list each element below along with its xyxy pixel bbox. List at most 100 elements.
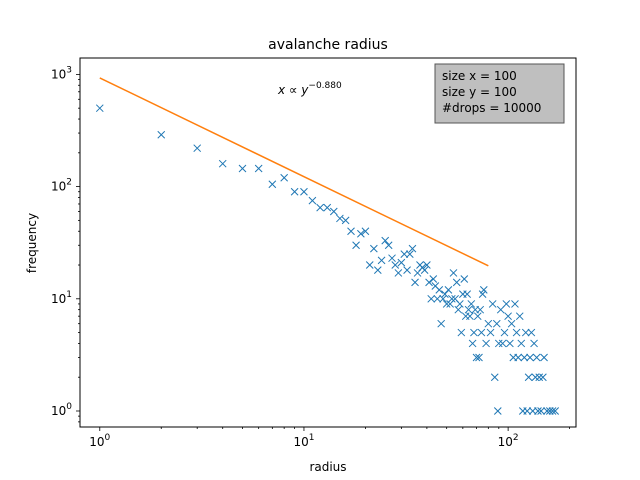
data-point	[454, 305, 463, 314]
data-point	[472, 353, 481, 362]
info-box: size x = 100 size y = 100 #drops = 10000	[434, 63, 565, 124]
marker-stroke	[537, 407, 545, 415]
y-tick-exponent: 3	[66, 65, 72, 75]
x-tick-base: 10	[89, 435, 104, 449]
data-point	[543, 407, 551, 415]
data-point	[517, 339, 526, 348]
marker-stroke	[460, 275, 469, 283]
marker-stroke	[468, 339, 477, 348]
data-point	[323, 203, 332, 212]
data-point	[157, 130, 166, 139]
marker-stroke	[535, 373, 544, 382]
y-tick-exponent: 1	[66, 290, 72, 300]
x-tick-exponent: 0	[105, 433, 111, 443]
marker-stroke	[473, 312, 482, 321]
marker-stroke	[464, 305, 473, 314]
marker-stroke	[543, 407, 551, 415]
data-point	[394, 269, 403, 277]
marker-stroke	[452, 278, 461, 287]
marker-stroke	[534, 407, 542, 415]
marker-stroke	[405, 250, 414, 258]
fit-line-group	[99, 77, 489, 267]
data-point	[470, 328, 478, 337]
marker-stroke	[507, 319, 516, 328]
data-point	[361, 227, 370, 236]
x-tick-base: 10	[498, 435, 513, 449]
data-point	[527, 328, 536, 337]
data-point	[388, 254, 396, 263]
data-point	[437, 319, 446, 328]
marker-stroke	[427, 294, 436, 303]
marker-stroke	[308, 196, 317, 205]
marker-stroke	[548, 407, 557, 415]
data-point	[370, 244, 378, 253]
marker-stroke	[463, 290, 472, 299]
x-tick-exponent: 1	[309, 433, 315, 443]
data-point	[535, 373, 544, 382]
marker-stroke	[365, 261, 374, 269]
marker-stroke	[526, 353, 534, 362]
marker-stroke	[391, 261, 400, 269]
marker-stroke	[347, 227, 355, 236]
marker-stroke	[381, 236, 390, 245]
marker-stroke	[523, 407, 532, 415]
marker-stroke	[431, 282, 440, 290]
marker-stroke	[397, 258, 406, 267]
marker-stroke	[357, 229, 365, 238]
data-point	[411, 278, 419, 287]
data-point	[523, 407, 532, 415]
marker-stroke	[493, 407, 502, 415]
x-tick-exponent: 2	[513, 433, 519, 443]
marker-stroke	[539, 373, 547, 382]
marker-stroke	[400, 250, 409, 258]
marker-stroke	[475, 353, 483, 362]
marker-stroke	[520, 353, 529, 362]
marker-stroke	[280, 173, 289, 182]
marker-stroke	[490, 373, 499, 382]
marker-stroke	[403, 266, 411, 275]
data-point	[534, 407, 542, 415]
marker-stroke	[420, 266, 429, 275]
data-point	[423, 261, 431, 269]
y-tick-base: 10	[51, 404, 66, 418]
marker-stroke	[451, 294, 459, 303]
y-tick-exponent: 0	[66, 402, 72, 412]
data-point	[502, 300, 511, 308]
data-point	[484, 319, 493, 328]
marker-stroke	[429, 275, 438, 283]
marker-stroke	[476, 305, 485, 314]
y-tick-base: 10	[51, 292, 66, 306]
data-point	[365, 261, 374, 269]
y-tick-base: 10	[51, 180, 66, 194]
data-point	[512, 328, 521, 337]
data-point	[494, 339, 503, 348]
marker-stroke	[506, 339, 514, 348]
marker-stroke	[394, 269, 403, 277]
marker-stroke	[268, 180, 277, 189]
marker-stroke	[449, 269, 458, 277]
marker-stroke	[425, 278, 433, 287]
data-point	[498, 339, 507, 348]
marker-stroke	[498, 339, 507, 348]
x-tick-label: 100	[89, 433, 110, 449]
marker-stroke	[254, 164, 263, 173]
data-point	[457, 328, 466, 337]
y-tick-label: 100	[51, 402, 72, 418]
fit-annotation-exponent: −0.880	[308, 81, 342, 91]
data-point	[352, 241, 360, 250]
data-point	[341, 216, 350, 225]
marker-stroke	[502, 300, 511, 308]
data-point	[449, 269, 458, 277]
marker-stroke	[323, 203, 332, 212]
data-point	[427, 294, 436, 303]
marker-stroke	[437, 319, 446, 328]
data-point	[500, 328, 509, 337]
data-point	[308, 196, 317, 205]
marker-stroke	[467, 300, 476, 308]
x-tick-label: 101	[293, 433, 314, 449]
marker-stroke	[384, 241, 393, 250]
x-tick-base: 10	[293, 435, 308, 449]
data-point	[476, 305, 485, 314]
marker-stroke	[341, 216, 350, 225]
data-point	[478, 290, 487, 299]
